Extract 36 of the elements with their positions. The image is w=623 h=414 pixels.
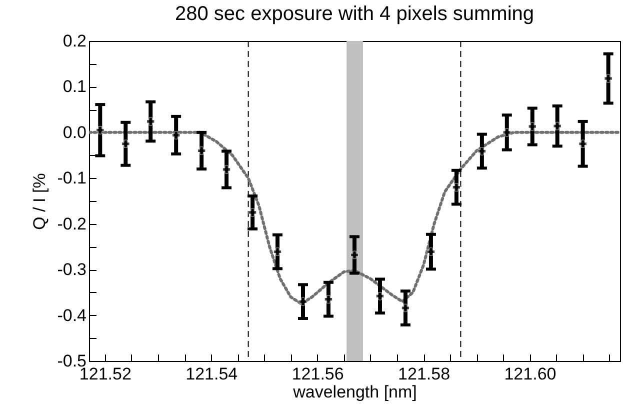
point (376, 292, 384, 300)
chart-title: 280 sec exposure with 4 pixels summing (174, 3, 534, 25)
x-tick-label: 121.54 (186, 364, 238, 384)
point (172, 131, 180, 140)
y-tick-label: -0.3 (57, 260, 86, 280)
x-axis-title: wavelength [nm] (292, 382, 417, 402)
point (604, 74, 612, 83)
y-tick-label: 0.2 (62, 32, 86, 50)
x-tick-label: 121.56 (292, 364, 344, 384)
point (122, 140, 130, 148)
y-axis-title: Q / I [% (30, 173, 50, 230)
x-tick-label: 121.58 (398, 364, 450, 384)
point (502, 128, 512, 137)
point (426, 248, 436, 256)
line-series (89, 130, 620, 306)
point (578, 140, 587, 148)
point (96, 126, 104, 134)
point (401, 304, 410, 312)
point (478, 147, 486, 156)
point (248, 208, 257, 217)
y-tick-label: 0.1 (62, 77, 86, 96)
point (350, 250, 359, 260)
y-tick-label: -0.1 (57, 168, 86, 188)
point (273, 248, 282, 256)
y-tick-label: 0.0 (62, 122, 86, 142)
y-tick-label: -0.4 (57, 306, 86, 325)
point (146, 117, 155, 126)
point (452, 183, 461, 192)
point (324, 295, 333, 304)
point (553, 122, 562, 130)
point (197, 146, 206, 155)
point (298, 297, 308, 306)
x-tick-label: 121.60 (504, 364, 556, 384)
point (222, 165, 231, 174)
y-tick-label: -0.2 (57, 214, 86, 234)
point (528, 122, 537, 131)
